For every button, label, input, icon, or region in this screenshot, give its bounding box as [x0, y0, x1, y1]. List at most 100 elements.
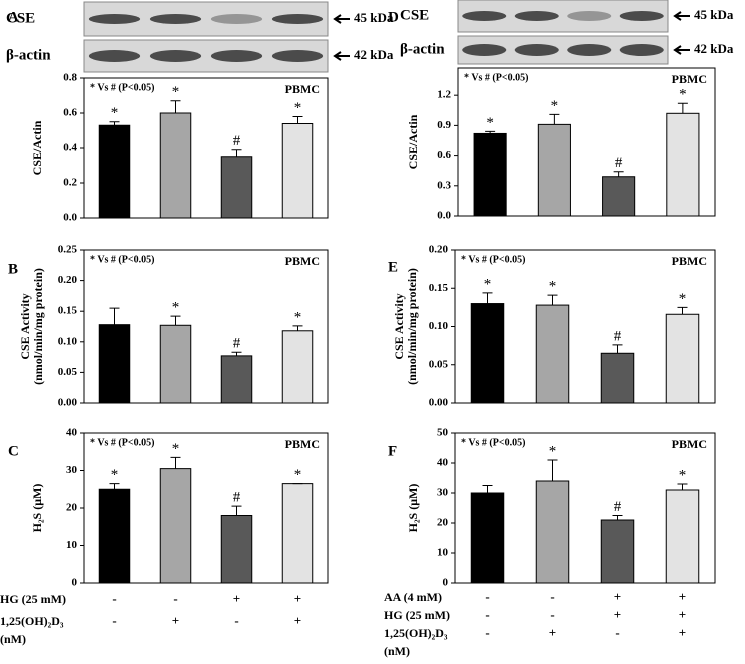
- panel-label: C: [8, 443, 19, 459]
- blot-size: 42 kDa: [694, 41, 734, 56]
- significance-mark: *: [294, 100, 302, 116]
- plot-frame: [457, 67, 716, 217]
- significance-mark: *: [551, 98, 559, 114]
- blot-band: [567, 11, 612, 21]
- error-bar: [292, 325, 303, 331]
- arrow: [673, 11, 690, 21]
- y-tick-label: 0.10: [58, 335, 78, 347]
- y-tick-label: 10: [66, 539, 78, 551]
- bar: [281, 483, 314, 584]
- bar: [665, 313, 700, 404]
- y-tick-label: 40: [437, 457, 449, 469]
- blot-size: 42 kDa: [354, 47, 394, 62]
- significance-mark: *: [111, 467, 119, 483]
- bar: [600, 352, 635, 404]
- plot-frame: [454, 432, 716, 584]
- error-bar: [231, 149, 242, 157]
- bar: [159, 468, 192, 584]
- blot-band: [567, 44, 612, 56]
- bar: [602, 176, 636, 217]
- error-bar: [231, 505, 242, 516]
- bar: [470, 492, 505, 584]
- error-bar: [549, 113, 560, 125]
- treatment-sign: -: [485, 607, 489, 622]
- panel-label: F: [388, 443, 397, 459]
- error-bar: [170, 100, 181, 113]
- blot-label: CSE: [6, 10, 35, 26]
- blot-band: [462, 11, 507, 21]
- blot-band: [88, 50, 141, 62]
- treatment-sign: +: [679, 589, 686, 604]
- note: * Vs # (P<0.05): [461, 437, 525, 448]
- bar: [666, 112, 700, 217]
- bar: [470, 303, 505, 404]
- treatment-sign: +: [233, 591, 240, 606]
- sample-label: PBMC: [285, 254, 320, 268]
- arrow: [333, 14, 350, 24]
- y-tick-label: 0.6: [437, 149, 451, 161]
- bar: [159, 324, 192, 404]
- error-bar: [677, 102, 688, 114]
- bar: [98, 124, 131, 219]
- significance-mark: *: [172, 441, 180, 457]
- significance-mark: *: [549, 279, 557, 295]
- blot-band: [462, 44, 507, 56]
- significance-mark: *: [111, 105, 119, 121]
- bar: [535, 480, 570, 584]
- treatment-label: (nM): [384, 644, 410, 658]
- blot-band: [619, 11, 664, 21]
- significance-mark: #: [614, 499, 622, 515]
- y-tick-label: 20: [437, 517, 449, 529]
- treatment-sign: -: [485, 625, 489, 640]
- treatment-sign: -: [485, 589, 489, 604]
- y-tick-label: 0: [72, 577, 78, 589]
- note: * Vs # (P<0.05): [464, 72, 528, 83]
- y-tick-label: 0.2: [63, 177, 77, 189]
- bar: [281, 330, 314, 404]
- y-axis-label: (nmol/min/mg protein): [31, 268, 45, 385]
- sample-label: PBMC: [672, 437, 707, 451]
- y-tick-label: 0.0: [437, 210, 451, 222]
- error-bar: [485, 130, 496, 134]
- treatment-sign: +: [679, 625, 686, 640]
- treatment-label: HG (25 mM): [384, 608, 450, 622]
- error-bar: [109, 483, 120, 490]
- sample-label: PBMC: [285, 82, 320, 96]
- y-tick-label: 0.9: [437, 119, 451, 131]
- blot-size: 45 kDa: [354, 10, 394, 25]
- y-tick-label: 1.2: [437, 89, 451, 101]
- error-bar: [109, 307, 120, 325]
- treatment-sign: -: [550, 589, 554, 604]
- bar: [98, 488, 131, 584]
- y-tick-label: 30: [437, 487, 449, 499]
- significance-mark: *: [549, 443, 557, 459]
- arrow: [333, 51, 350, 61]
- error-bar: [170, 456, 181, 469]
- blot-size: 45 kDa: [694, 7, 734, 22]
- blot-band: [210, 50, 263, 62]
- y-axis-label: H₂S (μM): [30, 484, 44, 533]
- treatment-sign: +: [294, 591, 301, 606]
- panel-label: D: [388, 9, 399, 25]
- y-tick-label: 20: [66, 502, 78, 514]
- significance-mark: #: [233, 490, 241, 506]
- error-bar: [612, 515, 623, 520]
- significance-mark: #: [233, 133, 241, 149]
- note: * Vs # (P<0.05): [90, 437, 154, 448]
- significance-mark: *: [172, 84, 180, 100]
- blot-label: β-actin: [400, 41, 445, 57]
- panel-label: B: [8, 261, 18, 277]
- error-bar: [231, 351, 242, 356]
- significance-mark: #: [614, 328, 622, 344]
- error-bar: [677, 306, 688, 315]
- treatment-label: 1,25(OH)₂D₃: [384, 626, 448, 640]
- bar: [537, 123, 571, 217]
- bar: [159, 112, 192, 219]
- treatment-label: 1,25(OH)₂D₃: [0, 614, 64, 628]
- error-bar: [170, 315, 181, 326]
- panel-label: A: [8, 9, 19, 25]
- y-axis-label: CSE/Actin: [30, 120, 44, 175]
- y-tick-label: 0: [443, 577, 449, 589]
- significance-mark: *: [484, 276, 492, 292]
